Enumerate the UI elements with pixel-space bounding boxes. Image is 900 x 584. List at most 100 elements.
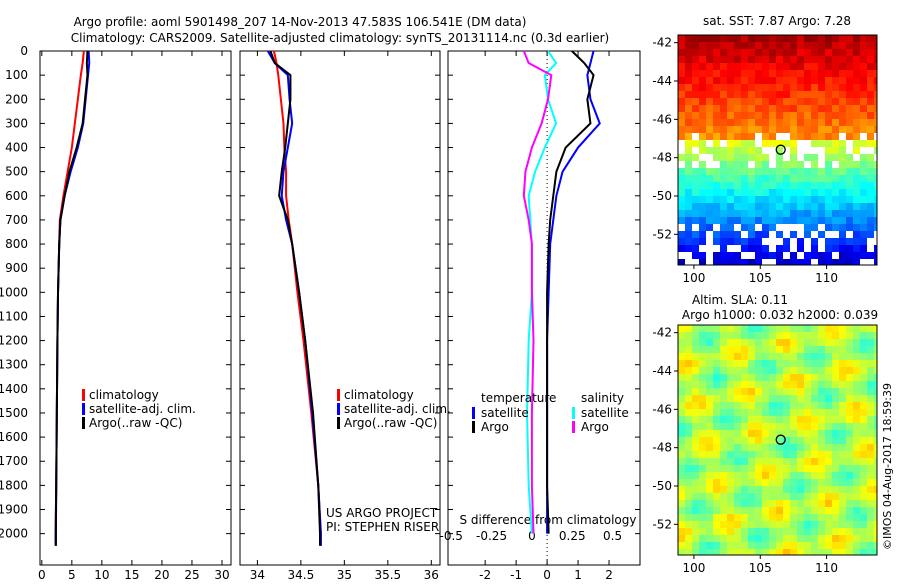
map-cell: [685, 521, 692, 528]
map-cell: [783, 346, 790, 353]
map-lat-label: -44: [652, 74, 672, 88]
map-cell: [706, 224, 713, 231]
map-cell: [853, 112, 860, 119]
map-cell: [734, 42, 741, 49]
map-cell: [818, 395, 825, 402]
map-lat-label: -50: [652, 479, 672, 493]
map-cell: [748, 140, 755, 147]
map-cell: [734, 360, 741, 367]
map-cell: [713, 238, 720, 245]
y-tick-label: 1000: [0, 285, 28, 299]
map-cell: [741, 430, 748, 437]
map-cell: [692, 409, 699, 416]
map-cell: [804, 500, 811, 507]
map-cell: [790, 91, 797, 98]
map-cell: [713, 77, 720, 84]
map-cell: [713, 332, 720, 339]
map-cell: [769, 210, 776, 217]
map-cell: [825, 542, 832, 549]
map-cell: [839, 395, 846, 402]
title-line-2: Climatology: CARS2009. Satellite-adjuste…: [71, 31, 609, 45]
map-cell: [741, 154, 748, 161]
map-cell: [874, 63, 877, 70]
legend-swatch: [472, 407, 475, 419]
map-cell: [678, 182, 685, 189]
map-cell: [727, 203, 734, 210]
map-cell: [727, 444, 734, 451]
map-cell: [720, 416, 727, 423]
map-cell: [825, 409, 832, 416]
map-cell: [678, 105, 685, 112]
map-cell: [804, 210, 811, 217]
map-cell: [804, 465, 811, 472]
map-cell: [720, 168, 727, 175]
map-cell: [748, 325, 755, 332]
legend-label: Argo: [581, 420, 609, 434]
map-cell: [762, 367, 769, 374]
map-cell: [762, 105, 769, 112]
map-cell: [762, 493, 769, 500]
diff-line-1: [546, 50, 595, 534]
map-cell: [846, 367, 853, 374]
map-cell: [860, 353, 867, 360]
x-tick-label: 15: [124, 568, 139, 580]
map-cell: [867, 70, 874, 77]
map-cell: [853, 367, 860, 374]
map-cell: [776, 119, 783, 126]
map-cell: [727, 374, 734, 381]
map-cell: [818, 346, 825, 353]
map-cell: [867, 224, 874, 231]
map-cell: [804, 63, 811, 70]
map-cell: [853, 56, 860, 63]
map-cell: [846, 507, 853, 514]
map-cell: [720, 210, 727, 217]
map-cell: [720, 91, 727, 98]
map-cell: [846, 42, 853, 49]
map-cell: [692, 231, 699, 238]
map-cell: [769, 196, 776, 203]
map-cell: [776, 402, 783, 409]
map-cell: [832, 451, 839, 458]
map-cell: [748, 451, 755, 458]
map-cell: [734, 444, 741, 451]
map-cell: [804, 367, 811, 374]
map-cell: [853, 189, 860, 196]
map-cell: [818, 210, 825, 217]
map-cell: [755, 444, 762, 451]
map-cell: [699, 346, 706, 353]
map-cell: [818, 549, 825, 555]
map-cell: [790, 381, 797, 388]
map-cell: [727, 437, 734, 444]
map-cell: [867, 479, 874, 486]
map-cell: [741, 402, 748, 409]
map-cell: [783, 84, 790, 91]
map-cell: [790, 514, 797, 521]
map-cell: [860, 465, 867, 472]
map-cell: [706, 367, 713, 374]
map-cell: [769, 217, 776, 224]
map-cell: [755, 542, 762, 549]
map-cell: [678, 437, 685, 444]
map-cell: [734, 189, 741, 196]
map-cell: [699, 360, 706, 367]
map-cell: [734, 175, 741, 182]
map-cell: [748, 549, 755, 555]
map-cell: [839, 238, 846, 245]
map-cell: [720, 238, 727, 245]
map-cell: [811, 388, 818, 395]
map-cell: [832, 182, 839, 189]
map-cell: [720, 514, 727, 521]
map-cell: [706, 112, 713, 119]
map-cell: [818, 98, 825, 105]
map-cell: [741, 395, 748, 402]
map-cell: [811, 217, 818, 224]
map-cell: [762, 521, 769, 528]
map-cell: [790, 465, 797, 472]
map-cell: [713, 339, 720, 346]
map-cell: [811, 521, 818, 528]
map-cell: [713, 430, 720, 437]
map-cell: [804, 332, 811, 339]
map-cell: [804, 133, 811, 140]
map-cell: [713, 360, 720, 367]
map-cell: [755, 210, 762, 217]
